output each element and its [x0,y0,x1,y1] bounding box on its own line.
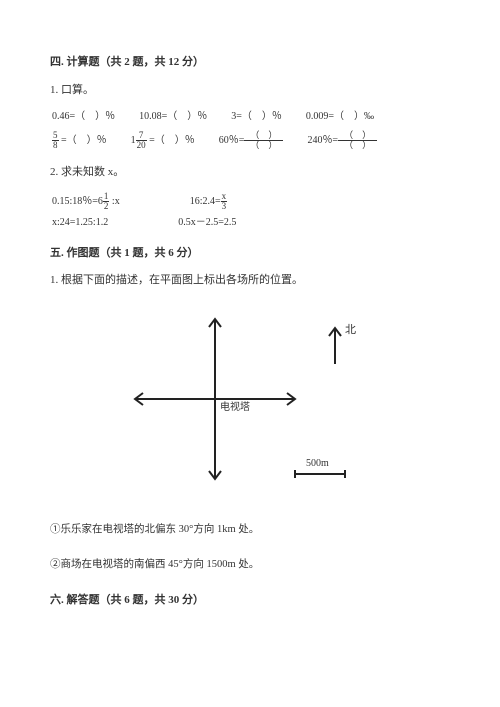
calc-row-1: 0.46=（ ）％ 10.08=（ ）％ 3=（ ）％ 0.009=（ ）‰ [50,109,450,125]
north-label: 北 [345,322,356,340]
eq-2b: 0.5x－2.5=2.5 [178,215,236,231]
q4-1-label: 1. 口算。 [50,82,450,100]
eq-1b: 16:2.4=x3 [190,192,227,211]
q4-1-calcs: 0.46=（ ）％ 10.08=（ ）％ 3=（ ）％ 0.009=（ ）‰ 5… [50,109,450,150]
calc-2a: 58 =（ ）％ [52,131,107,150]
q4-2-eqs: 0.15:18％=612 :x 16:2.4=x3 x:24=1.25:1.2 … [50,192,450,231]
eq-row-2: x:24=1.25:1.2 0.5x－2.5=2.5 [50,215,450,231]
calc-1b: 10.08=（ ）％ [139,109,207,125]
eq-row-1: 0.15:18％=612 :x 16:2.4=x3 [50,192,450,211]
section6-title: 六. 解答题（共 6 题，共 30 分） [50,592,450,610]
eq-1a: 0.15:18％=612 :x [52,192,120,211]
q5-1-label: 1. 根据下面的描述，在平面图上标出各场所的位置。 [50,272,450,290]
q4-2-label: 2. 求未知数 x。 [50,164,450,182]
calc-2d: 240％=（ ）（ ） [307,131,377,150]
q5-note1: ①乐乐家在电视塔的北偏东 30°方向 1km 处。 [50,522,450,539]
axes-svg [120,304,380,504]
calc-row-2: 58 =（ ）％ 1720 =（ ）％ 60％=（ ）（ ） 240％=（ ）（… [50,131,450,150]
calc-1d: 0.009=（ ）‰ [306,109,374,125]
calc-2b: 1720 =（ ）％ [131,131,195,150]
section4-title: 四. 计算题（共 2 题，共 12 分） [50,54,450,72]
eq-2a: x:24=1.25:1.2 [52,215,108,231]
calc-1a: 0.46=（ ）％ [52,109,115,125]
center-label: 电视塔 [220,400,250,416]
diagram-axes: 北 电视塔 500m [120,304,380,504]
scale-label: 500m [306,456,329,472]
calc-2c: 60％=（ ）（ ） [219,131,284,150]
q5-note2: ②商场在电视塔的南偏西 45°方向 1500m 处。 [50,557,450,574]
calc-1c: 3=（ ）％ [231,109,282,125]
section5-title: 五. 作图题（共 1 题，共 6 分） [50,245,450,263]
